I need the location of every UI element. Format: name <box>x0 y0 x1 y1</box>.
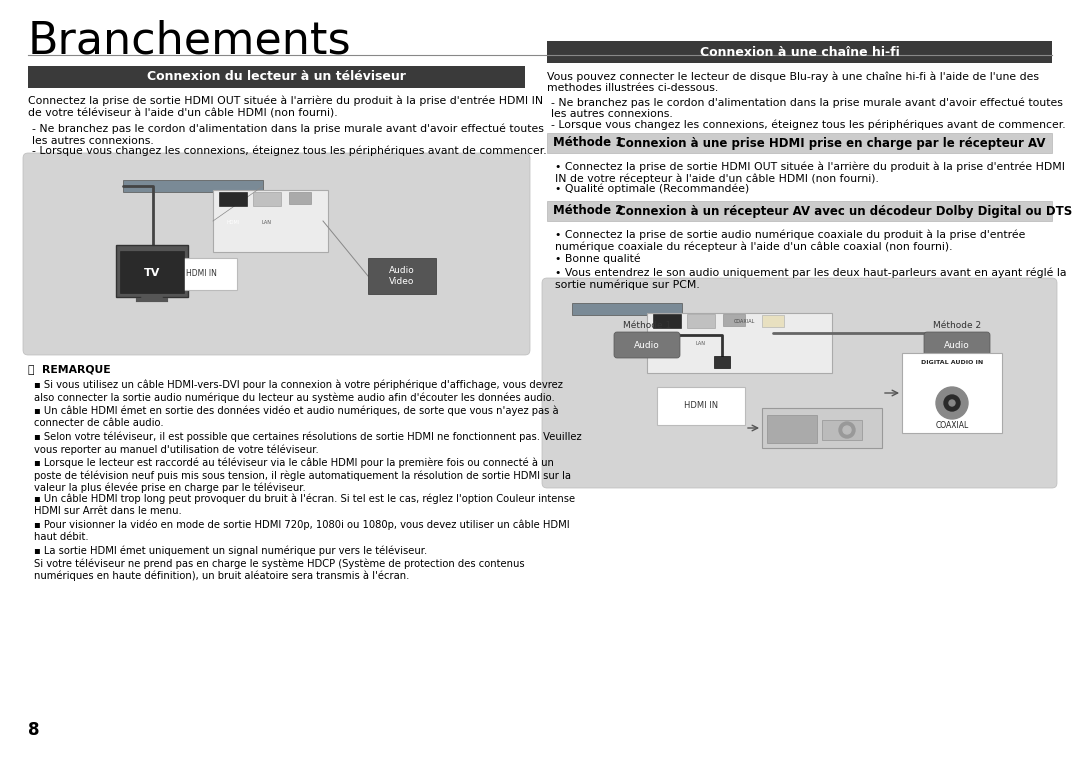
Text: Connexion du lecteur à un téléviseur: Connexion du lecteur à un téléviseur <box>147 71 406 84</box>
Text: - Lorsque vous changez les connexions, éteignez tous les périphériques avant de : - Lorsque vous changez les connexions, é… <box>551 119 1066 129</box>
Text: TV: TV <box>144 268 160 278</box>
FancyBboxPatch shape <box>924 332 990 358</box>
Text: HDMI OUT: HDMI OUT <box>654 341 679 346</box>
Text: Connexion à une prise HDMI prise en charge par le récepteur AV: Connexion à une prise HDMI prise en char… <box>617 136 1045 149</box>
Circle shape <box>936 387 968 419</box>
Text: Méthode 2: Méthode 2 <box>553 205 623 218</box>
Bar <box>647 313 832 373</box>
Bar <box>253 192 281 206</box>
Text: HDMI: HDMI <box>227 220 240 225</box>
Text: - Ne branchez pas le cordon d'alimentation dans la prise murale avant d'avoir ef: - Ne branchez pas le cordon d'alimentati… <box>551 97 1063 119</box>
Bar <box>123 180 264 192</box>
Text: COAXIAL: COAXIAL <box>935 421 969 429</box>
Text: Connexion à un récepteur AV avec un décodeur Dolby Digital ou DTS: Connexion à un récepteur AV avec un déco… <box>617 205 1072 218</box>
Text: Connectez la prise de sortie HDMI OUT située à l'arrière du produit à la prise d: Connectez la prise de sortie HDMI OUT si… <box>28 96 543 118</box>
Text: Méthode 1: Méthode 1 <box>553 136 623 149</box>
Bar <box>28 66 525 88</box>
Bar <box>289 192 311 204</box>
Text: Audio
Video: Audio Video <box>389 266 415 285</box>
Text: ▪ Un câble HDMI émet en sortie des données vidéo et audio numériques, de sorte q: ▪ Un câble HDMI émet en sortie des donné… <box>33 406 558 428</box>
Text: Méthode 2: Méthode 2 <box>933 320 981 330</box>
Circle shape <box>839 422 855 438</box>
Bar <box>767 415 816 443</box>
FancyBboxPatch shape <box>542 278 1057 488</box>
Text: ▪ Si vous utilisez un câble HDMI-vers-DVI pour la connexion à votre périphérique: ▪ Si vous utilisez un câble HDMI-vers-DV… <box>33 380 563 403</box>
Text: 8: 8 <box>28 721 40 739</box>
Bar <box>213 190 328 252</box>
Bar <box>219 192 247 206</box>
Text: • Connectez la prise de sortie audio numérique coaxiale du produit à la prise d': • Connectez la prise de sortie audio num… <box>555 229 1025 252</box>
Text: ▪ Un câble HDMI trop long peut provoquer du bruit à l'écran. Si tel est le cas, : ▪ Un câble HDMI trop long peut provoquer… <box>33 494 576 516</box>
FancyBboxPatch shape <box>615 332 680 358</box>
Text: - Ne branchez pas le cordon d'alimentation dans la prise murale avant d'avoir ef: - Ne branchez pas le cordon d'alimentati… <box>32 124 544 146</box>
Text: Branchements: Branchements <box>28 19 352 62</box>
Bar <box>145 260 161 272</box>
Text: Audio: Audio <box>944 340 970 349</box>
Text: • Connectez la prise de sortie HDMI OUT située à l'arrière du produit à la prise: • Connectez la prise de sortie HDMI OUT … <box>555 161 1065 183</box>
Text: DIGITAL AUDIO IN: DIGITAL AUDIO IN <box>921 361 983 365</box>
Text: ▪ Pour visionner la vidéo en mode de sortie HDMI 720p, 1080i ou 1080p, vous deve: ▪ Pour visionner la vidéo en mode de sor… <box>33 520 569 542</box>
Text: LAN: LAN <box>262 220 272 225</box>
Bar <box>902 353 1002 433</box>
Bar <box>165 258 237 290</box>
Text: • Bonne qualité: • Bonne qualité <box>555 253 640 263</box>
Text: ▪ La sortie HDMI émet uniquement un signal numérique pur vers le téléviseur.
Si : ▪ La sortie HDMI émet uniquement un sign… <box>33 546 525 581</box>
Text: • Qualité optimale (Recommandée): • Qualité optimale (Recommandée) <box>555 183 750 193</box>
Bar <box>546 41 1052 63</box>
Text: LAN: LAN <box>696 341 706 346</box>
Bar <box>723 314 745 326</box>
Text: Vous pouvez connecter le lecteur de disque Blu-ray à une chaîne hi-fi à l'aide d: Vous pouvez connecter le lecteur de disq… <box>546 71 1039 93</box>
Text: HDMI IN: HDMI IN <box>186 269 216 279</box>
Bar <box>572 303 681 315</box>
Bar <box>687 314 715 328</box>
Text: - Lorsque vous changez les connexions, éteignez tous les périphériques avant de : - Lorsque vous changez les connexions, é… <box>32 146 546 157</box>
Bar <box>368 258 436 294</box>
Bar <box>546 201 1052 221</box>
Text: 📝  REMARQUE: 📝 REMARQUE <box>28 364 110 374</box>
Text: HDMI IN: HDMI IN <box>684 402 718 410</box>
Bar <box>822 420 862 440</box>
Bar <box>546 133 1052 153</box>
Bar <box>714 356 730 368</box>
Circle shape <box>944 395 960 411</box>
FancyBboxPatch shape <box>23 153 530 355</box>
Text: ▪ Selon votre téléviseur, il est possible que certaines résolutions de sortie HD: ▪ Selon votre téléviseur, il est possibl… <box>33 432 582 455</box>
Bar <box>116 245 188 297</box>
Circle shape <box>949 400 955 406</box>
Bar <box>148 270 158 278</box>
Text: Connexion à une chaîne hi-fi: Connexion à une chaîne hi-fi <box>700 46 900 59</box>
Text: Méthode 1: Méthode 1 <box>623 320 671 330</box>
Bar <box>120 251 184 293</box>
Bar <box>762 315 784 327</box>
Bar <box>653 314 681 328</box>
Text: COAXIAL: COAXIAL <box>734 319 755 324</box>
Circle shape <box>843 426 851 434</box>
Text: • Vous entendrez le son audio uniquement par les deux haut-parleurs avant en aya: • Vous entendrez le son audio uniquement… <box>555 267 1067 290</box>
Bar <box>762 408 882 448</box>
Text: Audio: Audio <box>634 340 660 349</box>
Bar <box>657 387 745 425</box>
Text: ▪ Lorsque le lecteur est raccordé au téléviseur via le câble HDMI pour la premiè: ▪ Lorsque le lecteur est raccordé au tél… <box>33 458 571 493</box>
